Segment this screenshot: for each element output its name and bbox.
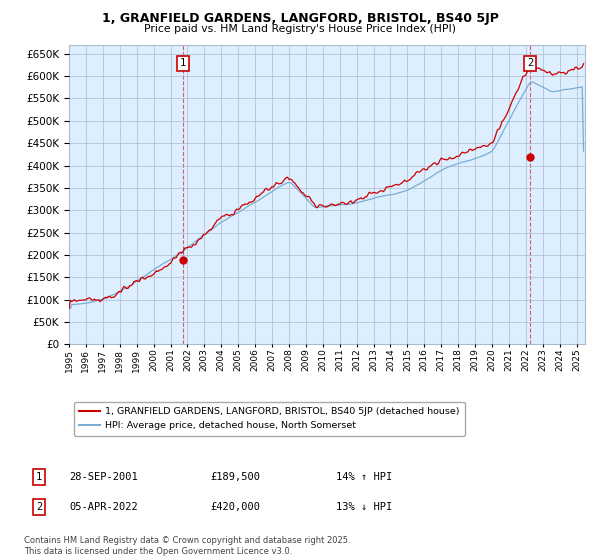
- Text: 1: 1: [180, 58, 187, 68]
- Text: £189,500: £189,500: [210, 472, 260, 482]
- Text: 2: 2: [36, 502, 42, 512]
- Text: 13% ↓ HPI: 13% ↓ HPI: [336, 502, 392, 512]
- Text: 1: 1: [36, 472, 42, 482]
- Text: 28-SEP-2001: 28-SEP-2001: [69, 472, 138, 482]
- Text: 14% ↑ HPI: 14% ↑ HPI: [336, 472, 392, 482]
- Text: 1, GRANFIELD GARDENS, LANGFORD, BRISTOL, BS40 5JP: 1, GRANFIELD GARDENS, LANGFORD, BRISTOL,…: [101, 12, 499, 25]
- Text: £420,000: £420,000: [210, 502, 260, 512]
- Text: Contains HM Land Registry data © Crown copyright and database right 2025.
This d: Contains HM Land Registry data © Crown c…: [24, 536, 350, 556]
- Text: Price paid vs. HM Land Registry's House Price Index (HPI): Price paid vs. HM Land Registry's House …: [144, 24, 456, 34]
- Text: 05-APR-2022: 05-APR-2022: [69, 502, 138, 512]
- Text: 2: 2: [527, 58, 533, 68]
- Legend: 1, GRANFIELD GARDENS, LANGFORD, BRISTOL, BS40 5JP (detached house), HPI: Average: 1, GRANFIELD GARDENS, LANGFORD, BRISTOL,…: [74, 402, 465, 436]
